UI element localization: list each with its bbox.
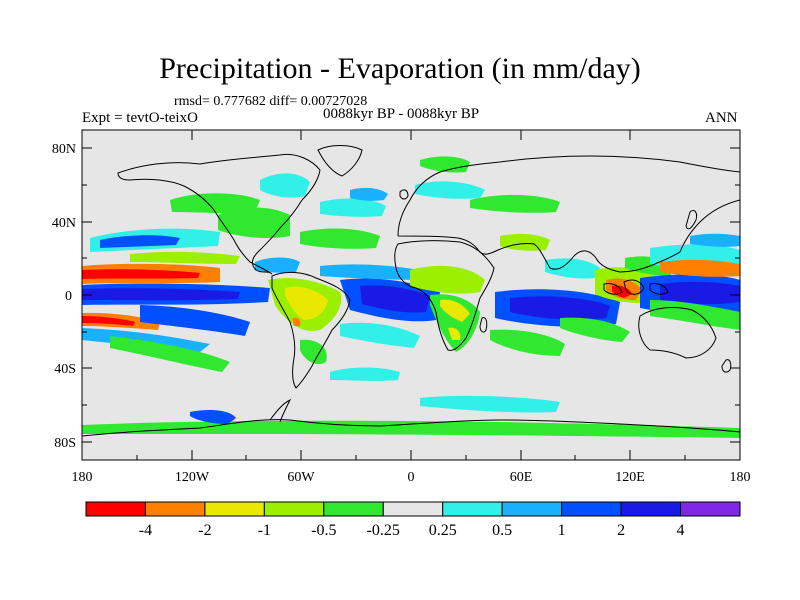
x-axis-ticks bbox=[81, 130, 741, 460]
contour-region bbox=[82, 328, 210, 352]
coastline bbox=[117, 153, 321, 275]
contour-region bbox=[110, 336, 230, 372]
colorbar-swatch bbox=[323, 501, 384, 517]
coastline bbox=[399, 189, 409, 200]
contour-region bbox=[448, 327, 461, 340]
contour-region bbox=[292, 317, 301, 326]
contour-region bbox=[190, 410, 236, 424]
y-tick-label: 0 bbox=[65, 289, 72, 304]
colorbar-label: -2 bbox=[198, 522, 211, 539]
y-tick-label: 80N bbox=[52, 142, 76, 157]
x-tick-label: 120E bbox=[615, 470, 645, 485]
contour-region bbox=[510, 296, 610, 320]
colorbar-swatch bbox=[680, 501, 741, 517]
contour-region bbox=[255, 257, 300, 273]
coastline bbox=[685, 209, 697, 230]
colorbar-label: -0.5 bbox=[311, 522, 336, 539]
colorbar-label: -1 bbox=[258, 522, 271, 539]
coastline bbox=[721, 359, 732, 373]
experiment-label: Expt = tevtO-teixO bbox=[82, 110, 198, 126]
y-axis-ticks bbox=[82, 147, 740, 443]
colorbar-swatch bbox=[263, 501, 325, 517]
x-tick-label: 60W bbox=[287, 470, 315, 485]
contour-region bbox=[360, 285, 430, 313]
contour-region bbox=[300, 228, 380, 249]
colorbar-swatch bbox=[442, 501, 503, 517]
contour-region bbox=[690, 233, 740, 247]
coastline bbox=[397, 155, 740, 273]
contour-fields bbox=[82, 156, 740, 438]
contour-region bbox=[130, 251, 240, 264]
contour-region bbox=[82, 316, 135, 326]
map-title: Precipitation - Evaporation (in mm/day) bbox=[159, 52, 641, 85]
colorbar-label: -0.25 bbox=[367, 522, 400, 539]
x-tick-label: 0 bbox=[408, 470, 415, 485]
colorbar-label: -4 bbox=[139, 522, 152, 539]
y-tick-label: 40S bbox=[54, 362, 76, 377]
coastline bbox=[271, 271, 351, 389]
y-tick-label: 40N bbox=[52, 216, 76, 231]
x-tick-label: 60E bbox=[510, 470, 533, 485]
contour-region bbox=[490, 329, 565, 356]
coastline bbox=[603, 279, 669, 295]
colorbar-label: 1 bbox=[558, 522, 566, 539]
coastline bbox=[269, 398, 292, 423]
colorbar-swatch bbox=[144, 501, 206, 517]
contour-region bbox=[560, 317, 630, 342]
coastline bbox=[317, 145, 363, 177]
contour-region bbox=[545, 258, 600, 279]
contour-region bbox=[82, 288, 240, 301]
contour-region bbox=[320, 264, 430, 280]
colorbar-swatch bbox=[382, 501, 444, 517]
colorbar-label: 2 bbox=[617, 522, 625, 539]
colorbar: -4 -2 -1 -0.5 -0.25 0.25 0.5 1 2 4 bbox=[85, 501, 741, 539]
contour-region bbox=[300, 339, 327, 365]
contour-region bbox=[170, 193, 260, 214]
contour-region bbox=[330, 367, 400, 381]
coastline bbox=[479, 317, 488, 333]
contour-region bbox=[340, 322, 420, 348]
x-tick-label: 180 bbox=[72, 470, 93, 485]
contour-region bbox=[320, 198, 386, 217]
contour-region bbox=[420, 395, 560, 413]
x-tick-label: 180 bbox=[730, 470, 751, 485]
colorbar-swatch bbox=[561, 501, 622, 517]
coastline bbox=[638, 307, 717, 359]
period-label: 0088kyr BP - 0088kyr BP bbox=[323, 106, 480, 122]
y-tick-label: 80S bbox=[54, 436, 76, 451]
coastline bbox=[82, 419, 740, 437]
colorbar-label: 4 bbox=[677, 522, 685, 539]
contour-region bbox=[82, 269, 200, 279]
colorbar-label: 0.25 bbox=[429, 522, 457, 539]
contour-region bbox=[285, 286, 328, 320]
contour-region bbox=[660, 259, 740, 277]
colorbar-swatch bbox=[85, 501, 146, 517]
contour-region bbox=[420, 156, 470, 173]
contour-region bbox=[440, 299, 470, 322]
contour-region bbox=[660, 281, 740, 305]
colorbar-swatch bbox=[501, 501, 563, 517]
contour-region bbox=[260, 173, 310, 198]
coastlines bbox=[82, 145, 740, 437]
colorbar-label: 0.5 bbox=[492, 522, 512, 539]
contour-region bbox=[218, 207, 290, 238]
contour-region bbox=[100, 235, 180, 248]
contour-region bbox=[410, 265, 485, 294]
contour-region bbox=[350, 187, 388, 201]
statistics-label: rmsd= 0.777682 diff= 0.00727028 bbox=[174, 94, 368, 109]
x-tick-label: 120W bbox=[175, 470, 210, 485]
colorbar-swatch bbox=[204, 501, 265, 517]
colorbar-swatch bbox=[620, 501, 682, 517]
contour-region bbox=[470, 194, 560, 213]
contour-region bbox=[82, 420, 740, 438]
contour-region bbox=[500, 233, 550, 251]
season-label: ANN bbox=[705, 110, 738, 126]
contour-region bbox=[140, 305, 250, 336]
contour-region bbox=[415, 181, 485, 199]
